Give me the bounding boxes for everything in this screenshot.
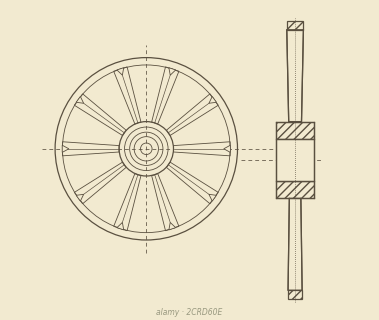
Polygon shape <box>63 142 119 156</box>
Polygon shape <box>117 222 124 230</box>
Polygon shape <box>276 139 314 181</box>
Polygon shape <box>169 68 176 75</box>
Polygon shape <box>74 94 126 135</box>
Polygon shape <box>287 30 304 122</box>
Polygon shape <box>224 145 230 152</box>
Polygon shape <box>166 94 218 135</box>
Polygon shape <box>76 96 84 103</box>
Polygon shape <box>288 198 302 290</box>
Polygon shape <box>117 68 124 75</box>
Polygon shape <box>114 174 141 231</box>
Polygon shape <box>62 145 69 152</box>
Polygon shape <box>74 162 126 204</box>
Polygon shape <box>166 162 218 204</box>
Polygon shape <box>76 194 84 201</box>
Polygon shape <box>169 222 176 230</box>
Polygon shape <box>209 194 216 201</box>
Polygon shape <box>114 67 141 124</box>
Polygon shape <box>152 174 179 231</box>
Polygon shape <box>209 96 216 103</box>
Polygon shape <box>174 142 230 156</box>
Polygon shape <box>152 67 179 124</box>
Text: alamy · 2CRD60E: alamy · 2CRD60E <box>156 308 223 317</box>
Circle shape <box>55 58 238 240</box>
